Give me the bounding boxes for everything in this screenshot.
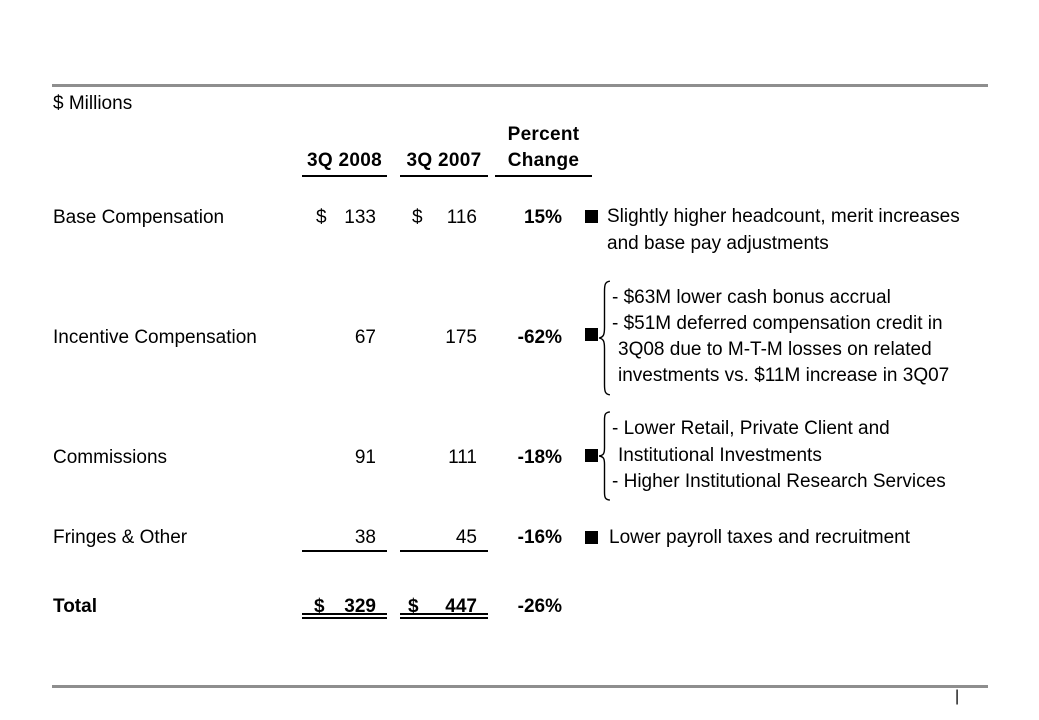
value-2007-base: 116	[446, 207, 477, 228]
pct-change-total: -26%	[517, 596, 562, 617]
note-commissions-line1: - Lower Retail, Private Client and	[612, 418, 890, 439]
note-incentive-line3: 3Q08 due to M-T-M losses on related	[618, 339, 932, 360]
row-label-commissions: Commissions	[53, 447, 168, 468]
header-percent-line1: Percent	[507, 124, 580, 145]
value-2008-total: 329	[344, 596, 376, 617]
left-brace-icon	[598, 411, 611, 501]
page-marker: |	[955, 688, 960, 705]
value-2008-commissions: 91	[354, 447, 376, 468]
value-2007-commissions: 111	[448, 447, 477, 468]
value-2008-incentive: 67	[354, 327, 376, 348]
value-2008-fringes: 38	[354, 527, 376, 548]
row-label-base-compensation: Base Compensation	[53, 207, 225, 228]
value-2007-incentive: 175	[445, 327, 477, 348]
units-label: $ Millions	[53, 93, 133, 114]
bullet-square-icon	[585, 328, 598, 341]
pct-change-incentive: -62%	[517, 327, 562, 348]
row-label-total: Total	[53, 596, 97, 617]
total-double-rule-2007	[400, 613, 488, 619]
note-incentive-line1: - $63M lower cash bonus accrual	[612, 287, 891, 308]
note-commissions-line2: Institutional Investments	[618, 445, 822, 466]
row-label-incentive-compensation: Incentive Compensation	[53, 327, 257, 348]
pct-change-fringes: -16%	[517, 527, 562, 548]
pct-change-base: 15%	[523, 207, 562, 228]
value-2007-total: 447	[445, 596, 477, 617]
total-double-rule-2008	[302, 613, 387, 619]
bullet-square-icon	[585, 449, 598, 462]
value-2008-base: 133	[344, 207, 376, 228]
subtotal-rule-2008	[302, 550, 387, 552]
header-percent-line2: Change	[495, 150, 592, 177]
note-incentive-line2: - $51M deferred compensation credit in	[612, 313, 943, 334]
note-base-line2: and base pay adjustments	[607, 233, 829, 254]
subtotal-rule-2007	[400, 550, 488, 552]
currency-sign: $	[412, 207, 423, 228]
note-fringes-line1: Lower payroll taxes and recruitment	[609, 527, 910, 548]
bullet-square-icon	[585, 531, 598, 544]
note-incentive-line4: investments vs. $11M increase in 3Q07	[618, 365, 950, 386]
row-label-fringes-other: Fringes & Other	[53, 527, 188, 548]
currency-sign: $	[314, 596, 325, 617]
pct-change-commissions: -18%	[517, 447, 562, 468]
header-3q2008: 3Q 2008	[302, 150, 387, 177]
note-commissions-line3: - Higher Institutional Research Services	[612, 471, 946, 492]
left-brace-icon	[598, 280, 611, 396]
top-divider-rule	[52, 84, 988, 87]
header-3q2007: 3Q 2007	[400, 150, 488, 177]
value-2007-fringes: 45	[455, 527, 477, 548]
bullet-square-icon	[585, 210, 598, 223]
bottom-divider-rule	[52, 685, 988, 688]
currency-sign: $	[408, 596, 419, 617]
currency-sign: $	[316, 207, 327, 228]
note-base-line1: Slightly higher headcount, merit increas…	[607, 206, 960, 227]
